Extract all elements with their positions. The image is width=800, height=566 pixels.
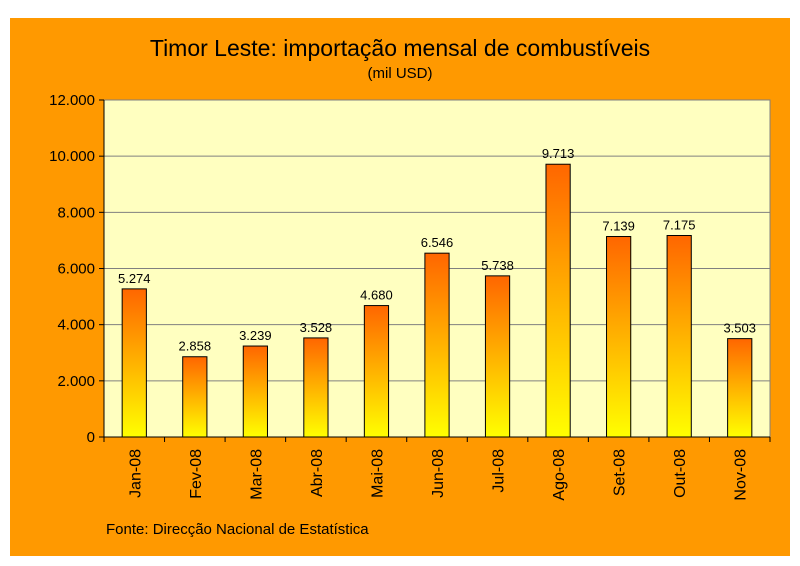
data-label: 6.546 [421, 235, 454, 250]
bar-jun-08 [424, 252, 450, 438]
y-tick-label: 0 [87, 429, 95, 446]
chart-frame: Timor Leste: importação mensal de combus… [10, 18, 790, 556]
y-tick-label: 12.000 [49, 92, 95, 109]
y-tick-label: 10.000 [49, 148, 95, 165]
bar-chart: Timor Leste: importação mensal de combus… [49, 35, 771, 538]
bar-ago-08 [545, 163, 571, 438]
y-tick-label: 6.000 [57, 261, 95, 278]
x-tick-label: Nov-08 [733, 449, 750, 501]
y-tick-label: 2.000 [57, 373, 95, 390]
data-label: 2.858 [179, 339, 212, 354]
x-tick-label: Mar-08 [248, 449, 265, 500]
bar-fev-08 [182, 356, 208, 438]
x-tick-label: Jul-08 [491, 449, 508, 493]
x-tick-label: Jun-08 [430, 449, 447, 498]
source-note: Fonte: Direcção Nacional de Estatística [106, 521, 369, 538]
data-label: 5.738 [481, 258, 514, 273]
y-tick-label: 8.000 [57, 204, 95, 221]
x-tick-label: Mai-08 [369, 449, 386, 498]
x-tick-label: Jan-08 [127, 449, 144, 498]
bar-out-08 [666, 235, 692, 438]
x-tick-label: Set-08 [612, 449, 629, 496]
data-label: 7.175 [663, 218, 696, 233]
bar-mai-08 [363, 305, 390, 438]
data-label: 5.274 [118, 271, 151, 286]
y-tick-label: 4.000 [57, 317, 95, 334]
data-label: 3.239 [239, 328, 272, 343]
x-tick-label: Ago-08 [551, 449, 568, 501]
data-label: 9.713 [542, 146, 575, 161]
data-labels: 5.274 2.858 3.239 3.528 4.680 6.546 5.738 9.713… [118, 146, 756, 354]
data-label: 4.680 [360, 288, 393, 303]
x-tick-label: Abr-08 [309, 449, 326, 497]
axes: 0 2.000 4.000 6.000 8.000 10.000 12.000 Jan-08 F… [49, 92, 771, 501]
x-tick-label: Out-08 [672, 449, 689, 498]
bar-nov-08 [727, 338, 753, 438]
chart-subtitle: (mil USD) [368, 65, 433, 82]
data-label: 7.139 [602, 219, 635, 234]
bar-jul-08 [484, 275, 511, 438]
chart-title: Timor Leste: importação mensal de combus… [150, 35, 650, 61]
data-label: 3.528 [300, 320, 333, 335]
x-tick-label: Fev-08 [188, 449, 205, 499]
data-label: 3.503 [723, 321, 756, 336]
bar-abr-08 [303, 337, 329, 438]
bar-jan-08 [121, 288, 147, 438]
bar-set-08 [606, 236, 632, 438]
bars [121, 163, 753, 438]
bar-mar-08 [242, 345, 268, 438]
